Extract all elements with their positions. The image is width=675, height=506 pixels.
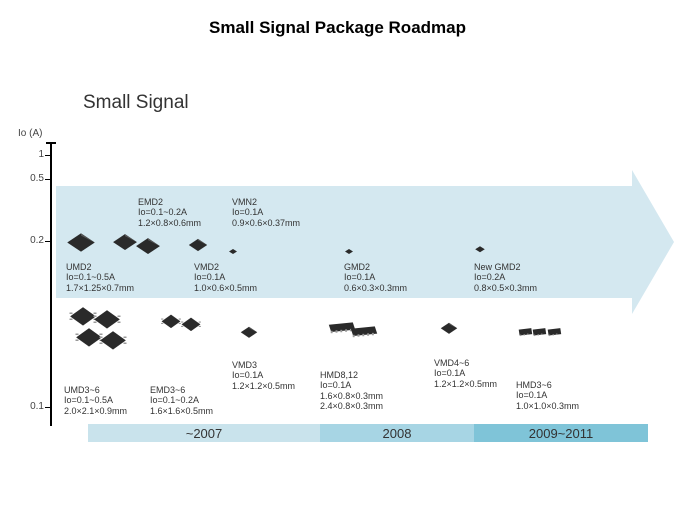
pkg-label: GMD2Io=0.1A0.6×0.3×0.3mm (344, 262, 407, 293)
pkg-label: EMD2Io=0.1~0.2A1.2×0.8×0.6mm (138, 197, 201, 228)
pkg-label: HMD8,12Io=0.1A1.6×0.8×0.3mm2.4×0.8×0.3mm (320, 370, 383, 411)
timeline: ~200720082009~2011 (88, 424, 648, 442)
pkg-label: New GMD2Io=0.2A0.8×0.5×0.3mm (474, 262, 537, 293)
timeline-cell: 2009~2011 (474, 424, 648, 442)
y-tick-label: 0.1 (20, 401, 44, 412)
pkg-label: UMD3~6Io=0.1~0.5A2.0×2.1×0.9mm (64, 385, 127, 416)
y-axis-label: Io (A) (18, 128, 42, 139)
pkg-label: HMD3~6Io=0.1A1.0×1.0×0.3mm (516, 380, 579, 411)
pkg-label: UMD2Io=0.1~0.5A1.7×1.25×0.7mm (66, 262, 134, 293)
timeline-cell: 2008 (320, 424, 474, 442)
subtitle: Small Signal (83, 92, 189, 114)
page-title: Small Signal Package Roadmap (0, 0, 675, 38)
y-tick-label: 0.2 (20, 235, 44, 246)
pkg-label: VMD4~6Io=0.1A1.2×1.2×0.5mm (434, 358, 497, 389)
pkg-label: VMN2Io=0.1A0.9×0.6×0.37mm (232, 197, 300, 228)
y-tick-label: 0.5 (20, 173, 44, 184)
y-tick-label: 1 (20, 149, 44, 160)
timeline-cell: ~2007 (88, 424, 320, 442)
pkg-label: VMD3Io=0.1A1.2×1.2×0.5mm (232, 360, 295, 391)
pkg-label: EMD3~6Io=0.1~0.2A1.6×1.6×0.5mm (150, 385, 213, 416)
pkg-label: VMD2Io=0.1A1.0×0.6×0.5mm (194, 262, 257, 293)
